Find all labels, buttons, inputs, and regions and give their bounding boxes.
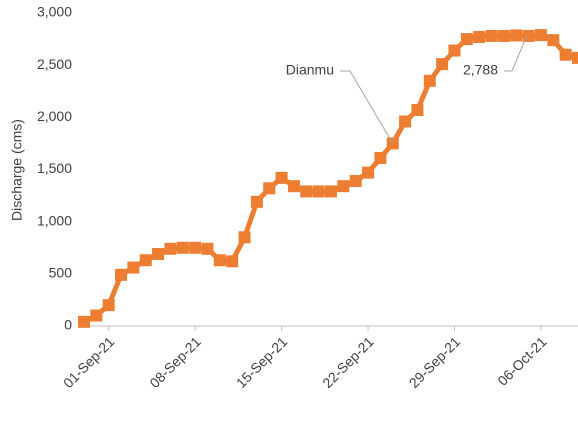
x-tick-label: 06-Oct-21 [494,333,549,388]
marker [78,315,90,328]
marker [176,241,189,254]
marker [189,241,202,254]
y-tick-label: 2,000 [37,108,72,124]
y-tick-label: 0 [64,317,72,333]
marker [312,185,325,198]
marker [337,180,350,193]
marker [572,51,578,64]
marker [201,242,214,255]
series-line [82,32,578,325]
y-tick-label: 500 [49,265,73,281]
marker [436,58,449,71]
x-tick-label: 22-Sep-21 [319,333,377,391]
marker [127,261,140,274]
marker [325,185,337,198]
annotation: Dianmu [286,62,334,78]
marker [423,74,436,87]
marker [547,34,560,47]
marker [238,231,251,244]
y-axis-label: Discharge (cms) [9,119,25,221]
marker [374,152,387,165]
y-tick-label: 2,500 [37,56,72,72]
marker [510,29,523,42]
marker [411,104,424,117]
marker [226,255,239,268]
marker [287,180,300,193]
marker [275,171,288,184]
marker [115,268,128,281]
x-tick-label: 08-Sep-21 [146,333,204,391]
marker [534,29,547,42]
annotation: 2,788 [463,62,498,78]
marker [263,182,276,195]
x-tick-label: 15-Sep-21 [233,333,291,391]
marker [213,254,226,267]
marker [362,166,375,179]
y-tick-label: 1,500 [37,160,72,176]
marker [473,30,486,43]
marker [164,242,177,255]
marker [139,254,152,267]
marker [559,48,572,61]
marker [90,309,103,322]
marker [300,185,313,198]
marker [152,248,165,261]
annotation-leader [340,70,394,144]
marker [399,115,412,128]
marker [349,174,362,187]
marker [250,195,263,208]
marker [460,33,473,46]
y-tick-label: 3,000 [37,4,72,20]
marker [448,44,461,57]
marker [522,29,535,42]
marker [497,29,510,42]
y-tick-label: 1,000 [37,212,72,228]
annotation-leader [504,34,528,72]
marker [102,299,115,312]
x-tick-label: 01-Sep-21 [60,333,118,391]
marker [485,29,498,42]
x-tick-label: 29-Sep-21 [406,333,464,391]
